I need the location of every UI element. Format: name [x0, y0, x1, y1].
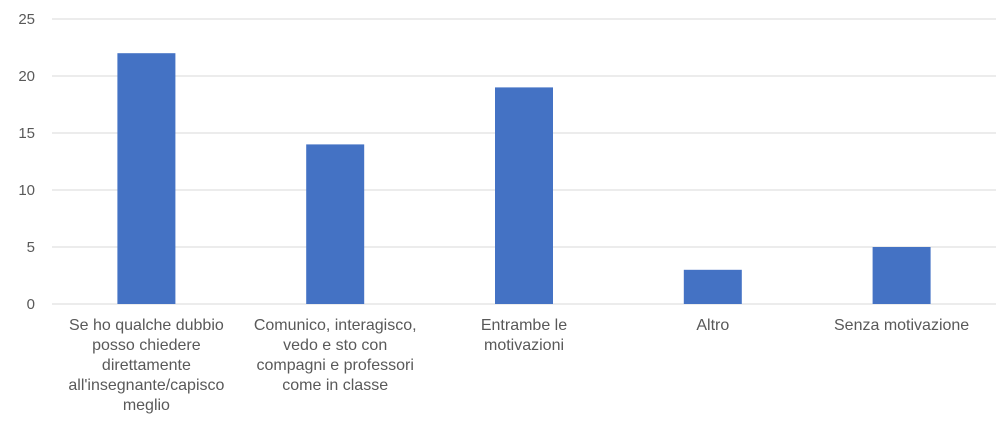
bar-1 [306, 144, 365, 304]
y-tick-label: 0 [27, 296, 35, 313]
x-category-label: Se ho qualche dubbio posso chiedere dire… [68, 317, 225, 414]
x-category-label: Senza motivazione [834, 317, 970, 334]
y-tick-label: 15 [18, 125, 35, 142]
x-category-label: Entrambe le motivazioni [480, 317, 568, 354]
x-category-label: Comunico, interagisco, vedo e sto con co… [253, 317, 417, 394]
y-tick-label: 25 [18, 11, 35, 28]
bar-2 [495, 87, 553, 305]
bar-3 [683, 269, 742, 304]
y-tick-label: 5 [27, 239, 35, 256]
bar-4 [872, 247, 931, 304]
y-tick-label: 10 [18, 182, 35, 199]
bar-0 [117, 53, 176, 305]
x-category-label: Altro [696, 317, 730, 334]
y-tick-label: 20 [18, 68, 35, 85]
